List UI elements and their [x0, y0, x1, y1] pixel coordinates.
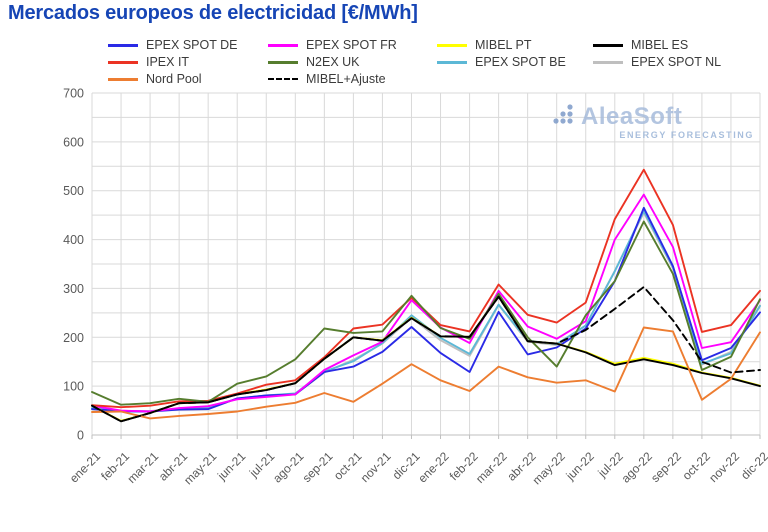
series-line-n2ex-uk [91, 220, 761, 406]
legend: EPEX SPOT DE EPEX SPOT FR MIBEL PT MIBEL ES… [0, 0, 768, 90]
legend-item-epex-spot-nl: EPEX SPOT NL [593, 55, 721, 69]
legend-swatch-ipex-it [108, 60, 138, 64]
x-axis-label: nov-22 [706, 449, 742, 485]
legend-swatch-epex-spot-nl [593, 60, 623, 64]
chart-title: Mercados europeos de electricidad [€/MWh… [8, 2, 418, 24]
legend-item-ipex-it: IPEX IT [108, 55, 189, 69]
y-axis-label: 200 [63, 331, 84, 345]
x-axis-label: ago-21 [270, 449, 307, 486]
x-axis-label: jun-22 [563, 449, 597, 483]
y-axis-label: 400 [63, 233, 84, 247]
legend-swatch-mibel-ajuste [268, 78, 298, 80]
x-axis-label: ene-21 [67, 449, 104, 486]
aleasoft-logo: AleaSoft ENERGY FORECASTING [552, 100, 764, 140]
watermark-name: AleaSoft [581, 103, 683, 130]
legend-item-nord-pool: Nord Pool [108, 72, 202, 86]
legend-label: MIBEL ES [631, 38, 689, 52]
legend-swatch-nord-pool [108, 77, 138, 81]
legend-label: EPEX SPOT DE [146, 38, 238, 52]
legend-swatch-epex-spot-fr [268, 43, 298, 47]
y-axis-label: 100 [63, 380, 84, 394]
legend-item-epex-spot-fr: EPEX SPOT FR [268, 38, 397, 52]
x-axis-label: jun-21 [214, 449, 248, 483]
series-line-epex-spot-fr [91, 193, 761, 413]
legend-label: MIBEL PT [475, 38, 532, 52]
series-line-epex-spot-de [91, 206, 761, 413]
legend-label: MIBEL+Ajuste [306, 72, 386, 86]
y-axis-label: 300 [63, 282, 84, 296]
legend-swatch-n2ex-uk [268, 60, 298, 64]
legend-label: EPEX SPOT NL [631, 55, 722, 69]
x-axis-label: may-21 [181, 449, 219, 487]
x-axis-label: ago-22 [619, 449, 656, 486]
x-axis-label: sep-22 [648, 449, 684, 485]
x-axis-label: mar-21 [124, 449, 161, 486]
legend-label: EPEX SPOT BE [475, 55, 566, 69]
legend-swatch-mibel-pt [437, 43, 467, 47]
legend-swatch-epex-spot-de [108, 43, 138, 47]
legend-swatch-epex-spot-be [437, 60, 467, 64]
legend-item-mibel-ajuste: MIBEL+Ajuste [268, 72, 386, 86]
legend-label: N2EX UK [306, 55, 360, 69]
legend-label: Nord Pool [146, 72, 202, 86]
legend-item-epex-spot-de: EPEX SPOT DE [108, 38, 237, 52]
aleasoft-dots-icon [553, 104, 573, 124]
y-axis-label: 700 [63, 87, 84, 101]
series-line-nord-pool [91, 326, 761, 420]
x-axis-label: mar-22 [473, 449, 510, 486]
x-axis-label: nov-21 [358, 449, 394, 485]
x-axis-label: dic-22 [738, 449, 768, 482]
legend-item-n2ex-uk: N2EX UK [268, 55, 360, 69]
series-line-mibel-ajuste [91, 286, 761, 423]
x-axis-label: sep-21 [300, 449, 336, 485]
y-axis-label: 500 [63, 184, 84, 198]
legend-swatch-mibel-es [593, 43, 623, 47]
legend-item-epex-spot-be: EPEX SPOT BE [437, 55, 566, 69]
x-axis-label: ene-22 [415, 449, 452, 486]
legend-item-mibel-es: MIBEL ES [593, 38, 688, 52]
y-axis-label: 600 [63, 135, 84, 149]
y-axis-label: 0 [77, 429, 84, 443]
legend-item-mibel-pt: MIBEL PT [437, 38, 532, 52]
watermark-tagline: ENERGY FORECASTING [619, 130, 754, 140]
legend-label: IPEX IT [146, 55, 190, 69]
legend-label: EPEX SPOT FR [306, 38, 397, 52]
x-axis-label: may-22 [530, 449, 568, 487]
